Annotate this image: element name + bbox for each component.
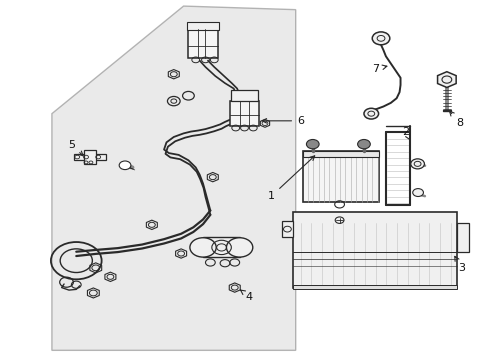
Text: 7: 7 (372, 64, 386, 74)
Bar (229, 101, 259, 126)
Circle shape (412, 189, 423, 197)
Bar (74, 154, 105, 160)
Text: 4: 4 (240, 290, 252, 302)
Circle shape (357, 139, 369, 149)
Text: 8: 8 (448, 111, 463, 128)
Bar (303, 151, 378, 157)
Text: 2: 2 (401, 127, 409, 140)
Circle shape (410, 159, 424, 169)
Text: 1: 1 (267, 156, 314, 201)
Circle shape (363, 108, 378, 119)
Bar (293, 212, 456, 288)
Bar (282, 221, 293, 237)
Bar (293, 285, 456, 289)
Text: 6: 6 (262, 116, 304, 126)
Polygon shape (52, 6, 295, 350)
Bar (230, 90, 258, 101)
Circle shape (189, 238, 216, 257)
Bar (83, 150, 96, 164)
Bar (303, 151, 378, 202)
Bar (186, 22, 219, 30)
Circle shape (119, 161, 131, 170)
Circle shape (226, 238, 252, 257)
Circle shape (371, 32, 389, 45)
Bar (203, 237, 239, 257)
Text: 3: 3 (454, 256, 464, 273)
Text: 5: 5 (68, 140, 83, 156)
Bar (188, 30, 217, 58)
Bar (456, 223, 468, 252)
Circle shape (306, 139, 319, 149)
Polygon shape (437, 72, 455, 87)
